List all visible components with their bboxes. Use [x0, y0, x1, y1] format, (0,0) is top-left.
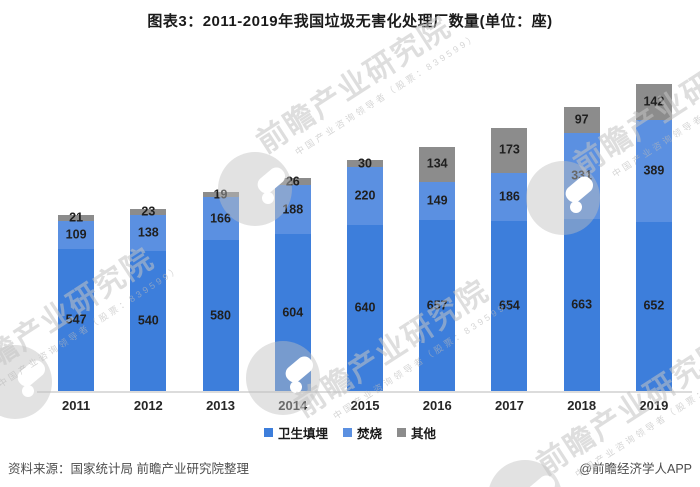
segment-卫生填埋-2013: 580 — [202, 240, 239, 391]
bar-2016: 657 149 134 — [419, 146, 456, 391]
brand-logo-watermark-icon — [489, 460, 561, 487]
legend-swatch-incineration-icon — [342, 428, 352, 437]
segment-其他-2015: 30 — [347, 156, 383, 171]
value-label: 166 — [210, 211, 231, 226]
data-source-text: 资料来源：国家统计局 前瞻产业研究院整理 — [8, 462, 249, 476]
bar-2017: 654 186 173 — [491, 127, 528, 391]
segment-焚烧-2014: 188 — [274, 185, 311, 234]
value-label: 652 — [643, 298, 665, 313]
x-tick-label-2012: 2012 — [133, 398, 163, 413]
segment-焚烧-2017: 186 — [491, 172, 528, 221]
segment-卫生填埋-2011: 547 — [58, 248, 95, 391]
x-tick-label-2014: 2014 — [278, 398, 308, 413]
x-tick-label-2015: 2015 — [350, 398, 380, 413]
x-tick-label-2018: 2018 — [567, 398, 597, 413]
credit-text: @前瞻经济学人APP — [579, 462, 692, 476]
value-label: 149 — [426, 193, 448, 208]
value-label: 389 — [643, 163, 665, 178]
bar-2019: 652 389 142 — [635, 83, 672, 391]
value-label: 663 — [571, 297, 593, 312]
legend: 卫生填埋 焚烧 其他 — [0, 423, 700, 442]
bar-2012: 540 138 23 — [130, 205, 167, 391]
segment-卫生填埋-2014: 604 — [274, 234, 311, 391]
segment-卫生填埋-2017: 654 — [491, 221, 528, 391]
bar-2014: 604 188 26 — [274, 174, 311, 391]
x-tick-label-2019: 2019 — [639, 398, 669, 413]
value-label: 142 — [643, 94, 665, 109]
value-label: 580 — [210, 308, 231, 323]
value-label: 134 — [426, 156, 448, 171]
value-label: 547 — [65, 312, 87, 327]
segment-焚烧-2012: 138 — [130, 214, 167, 251]
segment-其他-2012: 23 — [130, 205, 167, 218]
bar-2013: 580 166 19 — [202, 188, 239, 391]
legend-label: 其他 — [411, 427, 437, 441]
x-tick-label-2013: 2013 — [206, 398, 235, 413]
value-label: 109 — [65, 227, 87, 242]
bar-2018: 663 331 97 — [563, 107, 600, 391]
value-label: 173 — [499, 142, 520, 157]
segment-其他-2019: 142 — [635, 83, 672, 121]
legend-swatch-landfill-icon — [263, 428, 273, 437]
segment-卫生填埋-2016: 657 — [419, 220, 456, 391]
segment-焚烧-2013: 166 — [202, 197, 239, 241]
segment-其他-2011: 21 — [58, 211, 95, 224]
segment-其他-2017: 173 — [491, 127, 528, 173]
segment-焚烧-2016: 149 — [419, 181, 456, 221]
value-label: 19 — [213, 187, 228, 202]
segment-卫生填埋-2018: 663 — [563, 218, 600, 391]
x-tick-label-2017: 2017 — [494, 398, 524, 413]
value-label: 640 — [354, 300, 376, 315]
value-label: 604 — [282, 305, 304, 319]
x-tick-label-2011: 2011 — [62, 398, 91, 413]
value-label: 186 — [499, 189, 520, 204]
chart-title: 图表3：2011-2019年我国垃圾无害化处理厂数量(单位：座) — [147, 13, 553, 30]
x-axis-tick-labels: 2011 2012 2013 2014 2015 2016 2017 2018 2019 — [0, 398, 700, 416]
segment-卫生填埋-2012: 540 — [130, 250, 167, 391]
value-label: 138 — [137, 225, 159, 240]
legend-label: 卫生填埋 — [277, 427, 328, 441]
segment-其他-2016: 134 — [419, 146, 456, 182]
segment-卫生填埋-2019: 652 — [635, 221, 672, 391]
segment-卫生填埋-2015: 640 — [347, 224, 383, 391]
bar-2015: 640 220 30 — [347, 156, 383, 391]
value-label: 220 — [354, 188, 376, 203]
x-axis-line — [37, 391, 692, 393]
legend-label: 焚烧 — [356, 427, 382, 441]
value-label: 23 — [141, 204, 156, 219]
legend-item-incineration: 焚烧 — [342, 423, 382, 442]
value-label: 26 — [285, 174, 300, 189]
value-label: 30 — [358, 156, 372, 171]
segment-焚烧-2018: 331 — [563, 132, 600, 219]
value-label: 97 — [574, 112, 589, 127]
value-label: 540 — [137, 313, 159, 328]
segment-焚烧-2019: 389 — [635, 120, 672, 222]
value-label: 654 — [499, 298, 520, 313]
segment-其他-2018: 97 — [563, 107, 600, 133]
value-label: 657 — [426, 298, 448, 313]
value-label: 21 — [69, 210, 84, 225]
segment-其他-2013: 19 — [202, 188, 239, 201]
legend-item-other: 其他 — [397, 423, 436, 442]
legend-item-landfill: 卫生填埋 — [263, 423, 328, 442]
bar-2011: 547 109 21 — [58, 211, 95, 391]
value-label: 188 — [282, 202, 304, 217]
legend-swatch-other-icon — [397, 428, 406, 437]
segment-其他-2014: 26 — [274, 174, 311, 189]
value-label: 331 — [571, 168, 593, 183]
segment-焚烧-2015: 220 — [347, 167, 383, 225]
x-tick-label-2016: 2016 — [422, 398, 452, 413]
plot-area: 547 109 21 540 138 23 580 166 19 604 188 26 640 220 30… — [58, 83, 672, 391]
segment-焚烧-2011: 109 — [58, 220, 95, 249]
